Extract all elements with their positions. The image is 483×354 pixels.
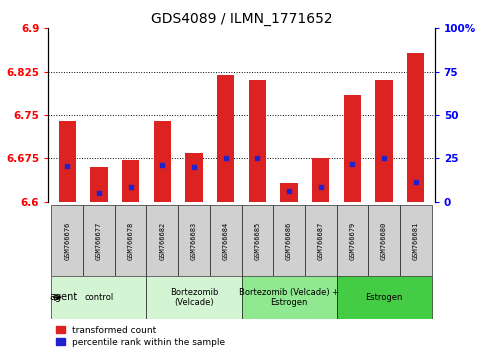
- Bar: [210, 205, 242, 276]
- Bar: [305, 205, 337, 276]
- Text: GSM766678: GSM766678: [128, 222, 134, 260]
- Bar: [52, 205, 83, 276]
- Text: control: control: [85, 293, 114, 302]
- Text: GSM766684: GSM766684: [223, 222, 228, 260]
- Bar: [178, 205, 210, 276]
- Point: [222, 155, 229, 161]
- Text: GSM766685: GSM766685: [255, 222, 260, 260]
- Point: [127, 184, 134, 190]
- Point: [254, 155, 261, 161]
- Text: GSM766680: GSM766680: [381, 222, 387, 260]
- Point: [63, 163, 71, 169]
- Bar: [146, 205, 178, 276]
- Text: Bortezomib
(Velcade): Bortezomib (Velcade): [170, 288, 218, 307]
- Point: [317, 184, 325, 190]
- Bar: [312, 158, 329, 202]
- Bar: [58, 121, 76, 202]
- Text: GSM766676: GSM766676: [64, 222, 71, 260]
- Text: GSM766686: GSM766686: [286, 222, 292, 260]
- Point: [158, 162, 166, 168]
- Bar: [83, 205, 115, 276]
- Bar: [217, 75, 234, 202]
- Title: GDS4089 / ILMN_1771652: GDS4089 / ILMN_1771652: [151, 12, 332, 26]
- Bar: [90, 167, 108, 202]
- Text: agent: agent: [49, 292, 77, 302]
- Text: GSM766683: GSM766683: [191, 222, 197, 260]
- Bar: [337, 205, 368, 276]
- Point: [349, 161, 356, 167]
- Point: [95, 190, 103, 196]
- Bar: [249, 80, 266, 202]
- Bar: [273, 205, 305, 276]
- Bar: [146, 276, 242, 319]
- Text: GSM766682: GSM766682: [159, 222, 165, 260]
- Bar: [185, 153, 203, 202]
- Legend: transformed count, percentile rank within the sample: transformed count, percentile rank withi…: [53, 322, 228, 350]
- Bar: [242, 205, 273, 276]
- Bar: [407, 53, 425, 202]
- Text: Bortezomib (Velcade) +
Estrogen: Bortezomib (Velcade) + Estrogen: [239, 288, 339, 307]
- Point: [190, 164, 198, 169]
- Text: GSM766687: GSM766687: [318, 222, 324, 260]
- Text: Estrogen: Estrogen: [365, 293, 403, 302]
- Text: GSM766679: GSM766679: [349, 222, 355, 260]
- Bar: [368, 205, 400, 276]
- Bar: [52, 276, 146, 319]
- Text: GSM766677: GSM766677: [96, 222, 102, 260]
- Bar: [337, 276, 431, 319]
- Bar: [280, 183, 298, 202]
- Text: GSM766681: GSM766681: [412, 222, 419, 260]
- Bar: [343, 95, 361, 202]
- Bar: [242, 276, 337, 319]
- Bar: [375, 80, 393, 202]
- Bar: [115, 205, 146, 276]
- Bar: [154, 121, 171, 202]
- Bar: [122, 160, 140, 202]
- Point: [380, 155, 388, 161]
- Point: [412, 179, 420, 184]
- Point: [285, 189, 293, 194]
- Bar: [400, 205, 431, 276]
